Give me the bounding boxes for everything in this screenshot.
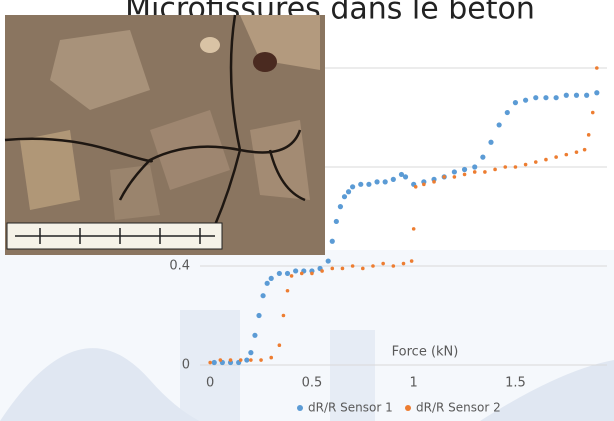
data-point (412, 227, 416, 231)
data-point (358, 182, 363, 187)
data-point (338, 204, 343, 209)
data-point (587, 133, 591, 137)
data-point (453, 175, 457, 179)
data-point (290, 274, 294, 278)
data-point (524, 163, 528, 167)
data-point (554, 155, 558, 159)
data-point (584, 93, 589, 98)
data-point (533, 95, 538, 100)
slide: Microfissures dans le béton 00.40.81.200… (0, 0, 614, 421)
data-point (346, 189, 351, 194)
data-point (277, 271, 282, 276)
data-point (463, 173, 467, 177)
x-tick-label: 1.5 (505, 376, 526, 391)
data-point (392, 264, 396, 268)
data-point (260, 293, 265, 298)
data-point (575, 150, 579, 154)
legend-label: dR/R Sensor 2 (416, 401, 501, 415)
data-point (480, 155, 485, 160)
data-point (286, 289, 290, 293)
data-point (361, 267, 365, 271)
data-point (442, 175, 446, 179)
data-point (472, 164, 477, 169)
data-point (252, 333, 257, 338)
data-point (402, 262, 406, 266)
data-point (488, 140, 493, 145)
data-point (505, 110, 510, 115)
x-tick-label: 0.5 (302, 376, 323, 391)
data-point (330, 239, 335, 244)
data-point (583, 148, 587, 152)
data-point (259, 358, 263, 362)
data-point (554, 95, 559, 100)
data-point (219, 358, 223, 362)
data-point (285, 271, 290, 276)
data-point (326, 258, 331, 263)
data-point (503, 165, 507, 169)
data-point (269, 276, 274, 281)
data-point (278, 343, 282, 347)
y-tick-label: 0.4 (169, 259, 190, 274)
data-point (543, 95, 548, 100)
data-point (544, 158, 548, 162)
data-point (330, 267, 334, 271)
data-point (383, 179, 388, 184)
data-point (256, 313, 261, 318)
data-point (391, 177, 396, 182)
data-point (462, 167, 467, 172)
data-point (366, 182, 371, 187)
x-axis-label: Force (kN) (392, 345, 459, 360)
data-point (208, 361, 212, 365)
data-point (403, 174, 408, 179)
data-point (513, 100, 518, 105)
data-point (473, 170, 477, 174)
data-point (574, 93, 579, 98)
data-point (564, 93, 569, 98)
data-point (249, 358, 253, 362)
data-point (565, 153, 569, 157)
data-point (591, 111, 595, 115)
data-point (371, 264, 375, 268)
data-point (341, 267, 345, 271)
data-point (452, 169, 457, 174)
data-point (351, 264, 355, 268)
data-point (239, 358, 243, 362)
data-point (350, 184, 355, 189)
data-point (310, 272, 314, 276)
data-point (334, 219, 339, 224)
data-point (497, 122, 502, 127)
legend-label: dR/R Sensor 1 (308, 401, 393, 415)
data-point (514, 165, 518, 169)
legend-marker (405, 405, 411, 411)
data-point (342, 194, 347, 199)
data-point (523, 98, 528, 103)
data-point (483, 170, 487, 174)
data-point (410, 259, 414, 263)
legend-marker (297, 405, 303, 411)
data-point (293, 268, 298, 273)
data-point (381, 262, 385, 266)
data-point (265, 281, 270, 286)
background-watermark (0, 250, 614, 421)
data-point (594, 90, 599, 95)
x-tick-label: 1 (410, 376, 418, 391)
data-point (414, 185, 418, 189)
data-point (374, 179, 379, 184)
data-point (244, 357, 249, 362)
data-point (422, 183, 426, 187)
data-point (320, 269, 324, 273)
data-point (300, 272, 304, 276)
x-tick-label: 0 (206, 376, 214, 391)
data-point (282, 314, 286, 318)
data-point (212, 360, 217, 365)
data-point (229, 358, 233, 362)
data-point (493, 168, 497, 172)
data-point (534, 160, 538, 164)
data-point (248, 350, 253, 355)
y-tick-label: 0 (182, 358, 190, 373)
concrete-photo (5, 15, 325, 255)
data-point (432, 180, 436, 184)
data-point (269, 356, 273, 360)
data-point (595, 66, 599, 70)
